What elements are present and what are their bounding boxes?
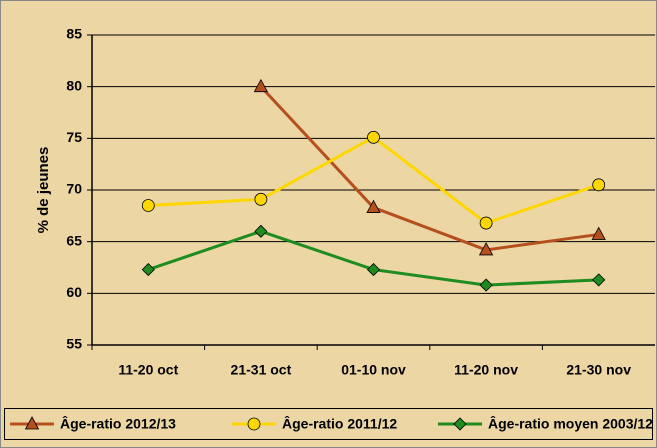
x-tick-label: 21-31 oct bbox=[231, 362, 292, 378]
data-point bbox=[478, 242, 494, 256]
legend-label: Âge-ratio moyen 2003/12 bbox=[488, 415, 653, 432]
y-tick-label: 70 bbox=[66, 181, 82, 197]
y-tick-label: 60 bbox=[66, 284, 82, 300]
data-point bbox=[592, 178, 606, 192]
x-tick-label: 01-10 nov bbox=[341, 362, 406, 378]
legend-label: Âge-ratio 2011/12 bbox=[282, 415, 397, 432]
legend-marker bbox=[247, 417, 261, 431]
y-tick-label: 85 bbox=[66, 26, 82, 42]
y-tick-label: 75 bbox=[66, 129, 82, 145]
data-point bbox=[366, 263, 381, 277]
data-point bbox=[141, 199, 155, 212]
data-point bbox=[592, 273, 606, 287]
legend-marker bbox=[24, 416, 40, 430]
y-tick-label: 55 bbox=[66, 336, 82, 352]
data-point bbox=[254, 224, 268, 238]
y-axis-label: % de jeunes bbox=[35, 147, 52, 234]
data-point bbox=[479, 278, 493, 292]
data-point bbox=[479, 216, 493, 230]
data-point bbox=[253, 78, 269, 93]
data-point bbox=[254, 192, 268, 206]
legend-label: Âge-ratio 2012/13 bbox=[60, 415, 176, 432]
x-tick-label: 21-30 nov bbox=[566, 362, 631, 378]
legend-marker bbox=[453, 417, 467, 431]
series-line bbox=[259, 85, 599, 252]
legend-box bbox=[4, 408, 653, 440]
y-tick-label: 65 bbox=[66, 232, 82, 248]
x-tick-label: 11-20 nov bbox=[454, 362, 518, 378]
data-point bbox=[591, 226, 606, 240]
data-point bbox=[141, 263, 155, 277]
x-tick-label: 11-20 oct bbox=[118, 362, 178, 378]
data-point bbox=[367, 130, 380, 144]
y-tick-label: 80 bbox=[66, 77, 82, 93]
data-point bbox=[366, 199, 381, 213]
